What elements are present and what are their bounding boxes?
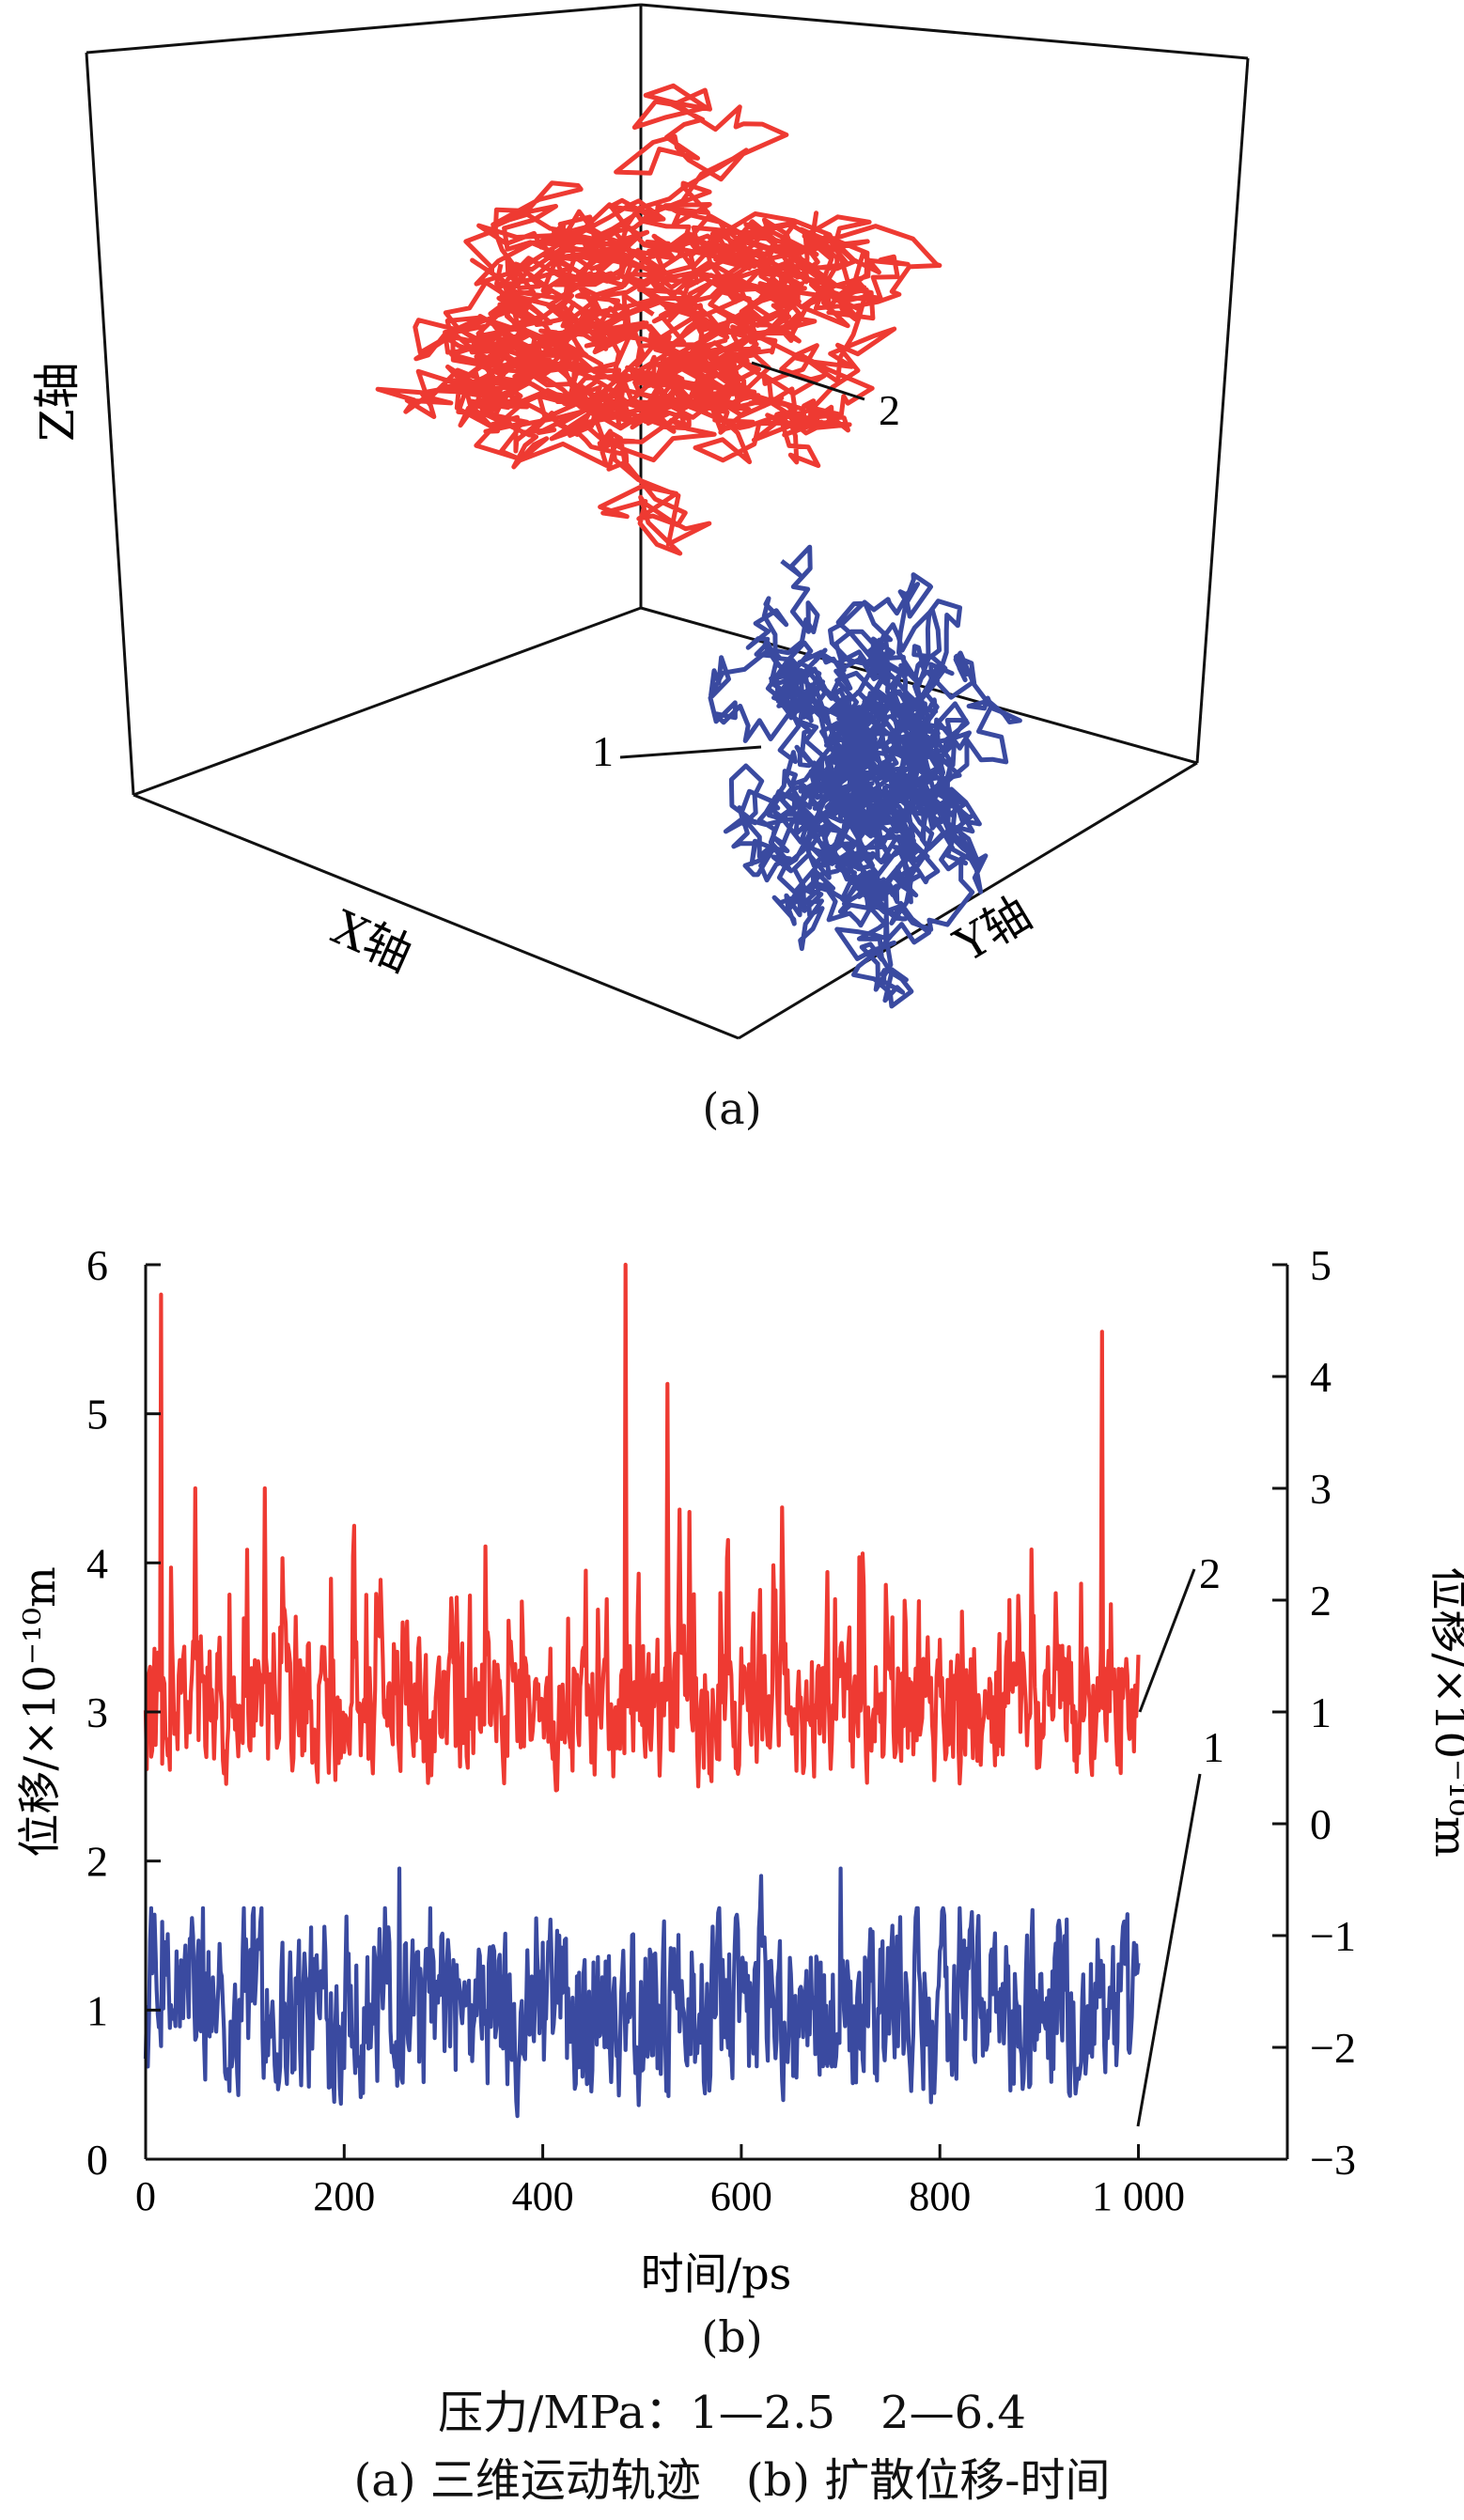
x-tick-label: 600 [710, 2173, 772, 2219]
series-1-path [143, 1866, 1141, 2119]
x-axis-title: 时间/ps [641, 2248, 792, 2299]
x-tick-label: 400 [512, 2173, 574, 2219]
z-axis-label: Z轴 [30, 362, 85, 442]
trajectory-series-1 [708, 544, 1022, 1009]
right-y-tick-label: 3 [1310, 1465, 1332, 1513]
series-2-path [143, 1262, 1141, 1793]
leader-line-b-2 [1138, 1568, 1196, 1713]
panel-b-label: (b) [701, 2311, 763, 2362]
right-y-ticks: −3 −2 −1 0 1 2 3 4 5 [1272, 1241, 1356, 2184]
annotation-1: 1 [592, 727, 614, 775]
panel-a-label: (a) [702, 1083, 762, 1134]
right-y-tick-label: 4 [1310, 1353, 1332, 1401]
trajectory-2-path [375, 83, 942, 556]
series-2-line [143, 1262, 1141, 1793]
x-tick-label: 0 [135, 2173, 156, 2219]
left-y-tick-label: 5 [86, 1391, 108, 1439]
annotation-2: 2 [879, 386, 900, 434]
leader-line-1 [619, 745, 762, 759]
x-ticks: 0 200 400 600 800 1 000 [135, 2144, 1185, 2219]
left-y-tick-label: 4 [86, 1539, 108, 1587]
y-axis-label: Y轴 [944, 886, 1040, 973]
left-y-ticks: 0 1 2 3 4 5 6 [86, 1241, 161, 2184]
right-y-tick-label: −3 [1310, 2136, 1356, 2184]
x-tick-label: 1 000 [1092, 2173, 1185, 2219]
left-y-tick-label: 0 [86, 2136, 108, 2184]
right-y-tick-label: 5 [1310, 1241, 1332, 1289]
left-y-tick-label: 2 [86, 1838, 108, 1886]
leader-line-2 [751, 361, 865, 401]
x-axis-label: X轴 [324, 900, 420, 983]
figure-caption: (a) 三维运动轨迹 (b) 扩散位移-时间 [353, 2454, 1111, 2507]
right-y-tick-label: −2 [1310, 2024, 1356, 2072]
x-tick-label: 800 [909, 2173, 971, 2219]
left-y-tick-label: 6 [86, 1241, 108, 1289]
trajectory-1-path [708, 544, 1022, 1009]
right-y-tick-label: 0 [1310, 1800, 1332, 1848]
right-y-tick-label: 2 [1310, 1577, 1332, 1625]
left-y-tick-label: 1 [86, 1986, 108, 2034]
annotation-b-1: 1 [1203, 1723, 1224, 1771]
annotation-b-2: 2 [1199, 1549, 1221, 1597]
left-y-tick-label: 3 [86, 1688, 108, 1736]
right-y-tick-label: −1 [1310, 1912, 1356, 1960]
right-y-axis-title: 位移/×10⁻¹⁰m [1425, 1566, 1464, 1857]
leader-line-b-1 [1136, 1773, 1202, 2127]
panel-a-3d-trajectory: 1 2 Z轴 X轴 Y轴 [30, 3, 1250, 1040]
left-y-axis-title: 位移/×10⁻¹⁰m [14, 1566, 65, 1857]
right-y-tick-label: 1 [1310, 1688, 1332, 1736]
x-tick-label: 200 [313, 2173, 375, 2219]
series-1-line [143, 1866, 1141, 2119]
pressure-legend: 压力/MPa：1—2.5 2—6.4 [438, 2387, 1026, 2439]
trajectory-series-2 [375, 83, 942, 556]
